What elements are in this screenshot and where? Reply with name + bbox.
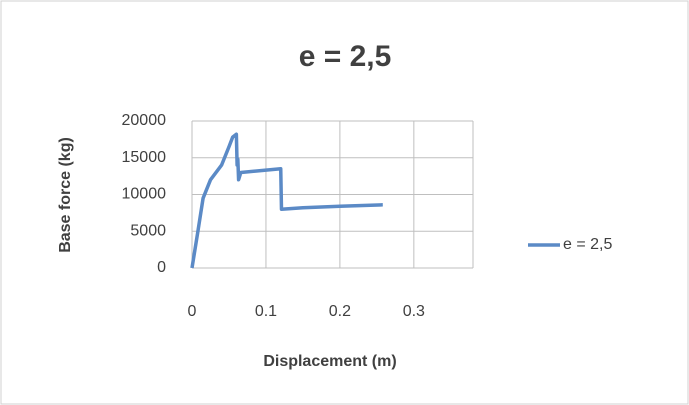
y-tick-label: 20000	[122, 112, 167, 129]
y-axis-title: Base force (kg)	[57, 137, 74, 253]
chart: e = 2,5 Displacement (m) Base force (kg)…	[0, 0, 689, 405]
x-tick-label: 0.2	[329, 303, 351, 320]
x-tick-label: 0	[188, 303, 197, 320]
y-tick-label: 10000	[122, 186, 167, 203]
y-tick-label: 5000	[130, 222, 166, 239]
legend-label: e = 2,5	[563, 236, 612, 253]
y-tick-label: 0	[157, 259, 166, 276]
x-tick-label: 0.3	[403, 303, 425, 320]
chart-title: e = 2,5	[299, 40, 392, 73]
y-tick-label: 15000	[122, 149, 167, 166]
x-axis-title: Displacement (m)	[263, 353, 396, 370]
x-tick-label: 0.1	[255, 303, 277, 320]
